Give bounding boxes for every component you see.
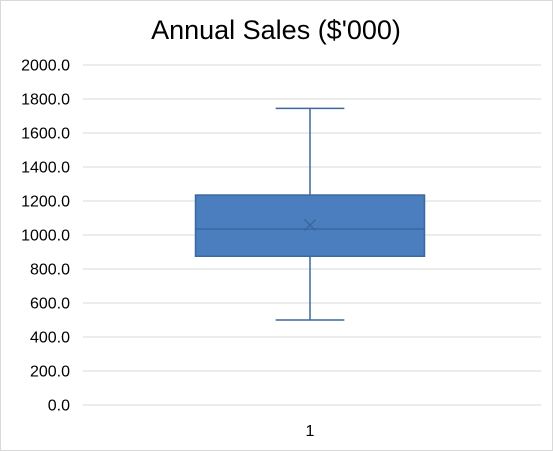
y-tick-label: 0.0	[48, 398, 70, 415]
y-tick-label: 1000.0	[21, 228, 70, 245]
x-axis-tick-labels: 1	[306, 423, 315, 440]
y-tick-label: 200.0	[30, 364, 70, 381]
y-axis-tick-labels: 0.0 200.0 400.0 600.0 800.0 1000.0 1200.0 1400.…	[21, 58, 70, 415]
chart-title: Annual Sales ($'000)	[151, 15, 401, 45]
box-plot-series	[194, 107, 426, 321]
box-plot-item	[194, 107, 426, 321]
y-tick-label: 1800.0	[21, 92, 70, 109]
mean-marker	[303, 219, 317, 232]
y-tick-label: 600.0	[30, 296, 70, 313]
y-tick-label: 1600.0	[21, 126, 70, 143]
y-tick-label: 1400.0	[21, 160, 70, 177]
y-tick-label: 800.0	[30, 262, 70, 279]
x-tick-label: 1	[306, 423, 315, 440]
y-tick-label: 400.0	[30, 330, 70, 347]
y-tick-label: 1200.0	[21, 194, 70, 211]
y-tick-label: 2000.0	[21, 58, 70, 75]
mean-marker-stroke	[303, 219, 317, 232]
